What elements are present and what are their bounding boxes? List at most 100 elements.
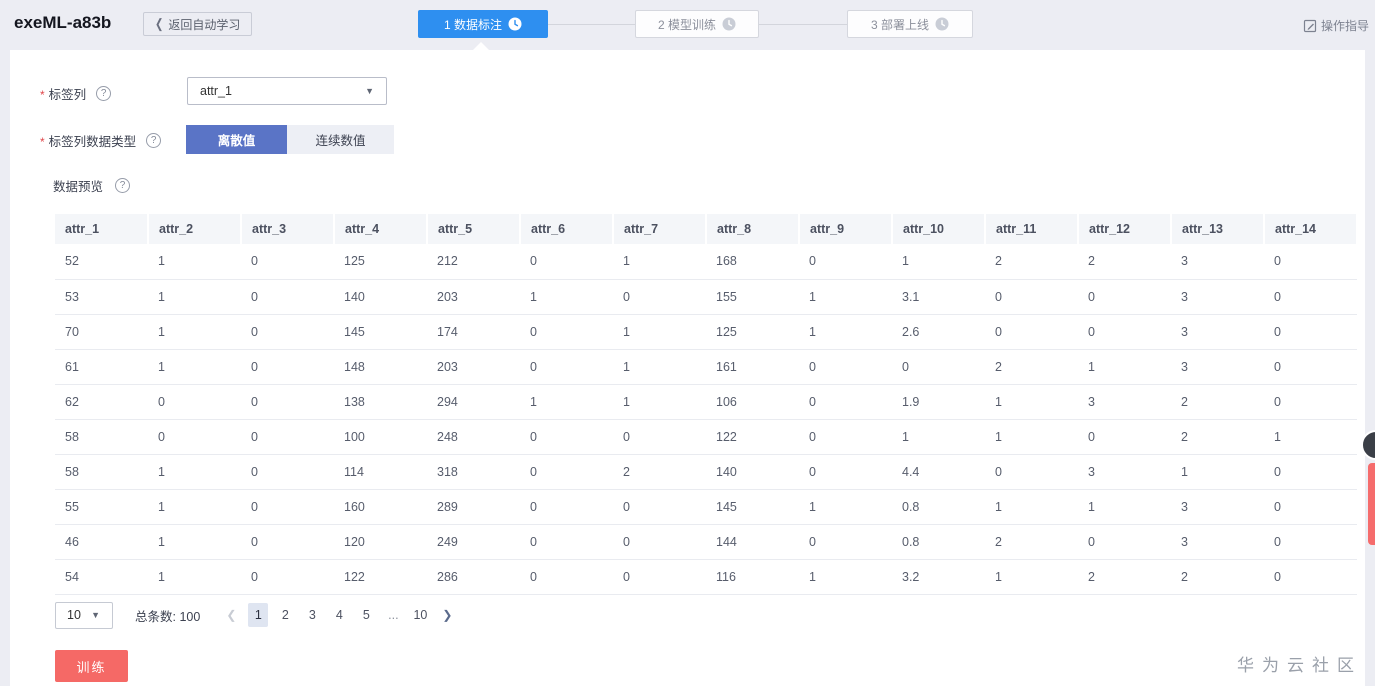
table-row: 58 1 0 114 318 0 2 140 0 4.4 0 3 1 0: [55, 454, 1357, 490]
label-type-label: * 标签列数据类型: [40, 135, 137, 149]
step-data-labeling[interactable]: 1 数据标注: [418, 10, 548, 38]
table-row: 46 1 0 120 249 0 0 144 0 0.8 2 0 3 0: [55, 524, 1357, 560]
table-cell: 1: [148, 559, 241, 595]
help-icon[interactable]: ?: [146, 133, 162, 148]
toggle-continuous-option[interactable]: 连续数值: [287, 125, 394, 154]
table-cell: 2: [985, 244, 1078, 280]
table-cell: 3: [1171, 524, 1264, 560]
column-header: attr_9: [799, 214, 893, 244]
table-cell: 212: [427, 244, 520, 280]
chevron-down-icon: ▼: [365, 86, 374, 96]
page-number[interactable]: 3: [308, 608, 316, 622]
table-cell: 0: [520, 524, 613, 560]
table-cell: 1: [148, 489, 241, 525]
step-deployment[interactable]: 3 部署上线: [847, 10, 973, 38]
help-icon[interactable]: ?: [115, 178, 131, 193]
step-connector: [759, 23, 847, 25]
table-cell: 1: [799, 489, 892, 525]
table-cell: 1: [892, 244, 985, 280]
page-number[interactable]: 1: [248, 603, 269, 627]
page-list: 1 2 3 4 5... 10: [248, 603, 437, 627]
table-cell: 0: [520, 349, 613, 385]
table-cell: 3: [1078, 384, 1171, 420]
table-cell: 0: [985, 314, 1078, 350]
table-cell: 0: [985, 279, 1078, 315]
toggle-discrete-option[interactable]: 离散值: [186, 125, 287, 154]
step-model-training[interactable]: 2 模型训练: [635, 10, 759, 38]
table-cell: 1: [985, 419, 1078, 455]
back-button[interactable]: ❮ 返回自动学习: [143, 12, 253, 36]
table-cell: 1: [148, 314, 241, 350]
table-cell: 0: [520, 489, 613, 525]
table-cell: 122: [706, 419, 799, 455]
table-row: 55 1 0 160 289 0 0 145 1 0.8 1 1 3 0: [55, 489, 1357, 525]
table-cell: 1: [148, 244, 241, 280]
table-cell: 1: [985, 384, 1078, 420]
clock-icon: [935, 17, 949, 31]
table-cell: 0: [148, 419, 241, 455]
table-cell: 0: [520, 244, 613, 280]
table-cell: 286: [427, 559, 520, 595]
table-cell: 0.8: [892, 524, 985, 560]
page-size-select[interactable]: 10 ▼: [55, 601, 113, 629]
table-cell: 0: [241, 384, 334, 420]
page-number[interactable]: 2: [281, 608, 289, 622]
table-cell: 1: [520, 384, 613, 420]
prev-page-icon[interactable]: ❮: [226, 608, 237, 622]
data-preview-label: 数据预览: [53, 180, 104, 194]
table-cell: 1: [148, 349, 241, 385]
table-cell: 0: [1078, 524, 1171, 560]
next-page-icon[interactable]: ❯: [442, 608, 453, 622]
table-cell: 0: [1264, 244, 1357, 280]
table-cell: 0: [520, 454, 613, 490]
table-cell: 2: [1171, 384, 1264, 420]
operation-guide-link[interactable]: 操作指导: [1303, 17, 1369, 34]
help-icon[interactable]: ?: [96, 86, 112, 101]
column-header: attr_1: [55, 214, 149, 244]
label-type-toggle: 离散值 连续数值: [186, 125, 394, 154]
table-cell: 0: [520, 559, 613, 595]
table-cell: 294: [427, 384, 520, 420]
table-cell: 318: [427, 454, 520, 490]
table-cell: 0: [1264, 349, 1357, 385]
table-cell: 3: [1078, 454, 1171, 490]
table-cell: 1: [148, 454, 241, 490]
table-cell: 0: [241, 489, 334, 525]
table-cell: 0: [1264, 279, 1357, 315]
preview-table-body: 52 1 0 125 212 0 1 168 0 1 2 2 3 0 53 1 0 140 203 1 0 155 1 3.1…: [55, 244, 1357, 595]
table-cell: 1: [1171, 454, 1264, 490]
page-number[interactable]: 5: [362, 608, 370, 622]
table-cell: 0: [799, 384, 892, 420]
train-button[interactable]: 训练: [55, 650, 128, 682]
chevron-left-icon: ❮: [155, 16, 164, 32]
label-column-select[interactable]: attr_1 ▼: [187, 77, 387, 105]
table-cell: 120: [334, 524, 427, 560]
data-preview-row: 数据预览 ?: [53, 176, 131, 195]
clock-icon: [508, 17, 522, 31]
table-cell: 2: [1171, 419, 1264, 455]
column-header: attr_12: [1078, 214, 1172, 244]
step-label: 2 模型训练: [657, 17, 716, 32]
table-cell: 1: [613, 244, 706, 280]
table-cell: 0: [613, 559, 706, 595]
table-cell: 106: [706, 384, 799, 420]
table-cell: 1: [799, 314, 892, 350]
table-cell: 203: [427, 349, 520, 385]
column-header: attr_13: [1171, 214, 1265, 244]
table-cell: 52: [55, 244, 148, 280]
step-indicator: 1 数据标注 2 模型训练 3 部署上线: [418, 10, 973, 38]
page-number[interactable]: 10: [413, 608, 428, 622]
table-row: 54 1 0 122 286 0 0 116 1 3.2 1 2 2 0: [55, 559, 1357, 595]
column-header: attr_14: [1264, 214, 1358, 244]
table-cell: 3: [1171, 279, 1264, 315]
page-number[interactable]: 4: [335, 608, 343, 622]
edge-red-banner[interactable]: [1368, 463, 1375, 545]
watermark-text: 华为云社区: [1237, 656, 1362, 675]
total-count: 总条数: 100: [135, 609, 201, 624]
table-row: 52 1 0 125 212 0 1 168 0 1 2 2 3 0: [55, 244, 1357, 280]
table-row: 62 0 0 138 294 1 1 106 0 1.9 1 3 2 0: [55, 384, 1357, 420]
table-cell: 289: [427, 489, 520, 525]
table-cell: 0: [148, 384, 241, 420]
table-cell: 174: [427, 314, 520, 350]
table-cell: 203: [427, 279, 520, 315]
